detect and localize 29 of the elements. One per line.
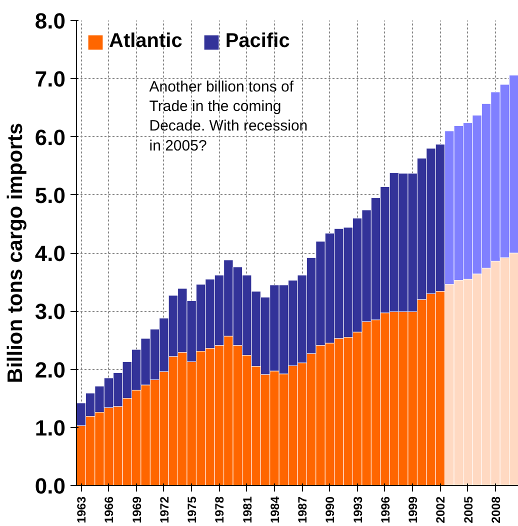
y-tick-label: 7.0 [34, 66, 66, 92]
y-tick-label: 5.0 [34, 182, 66, 208]
x-tick-label: 1984 [268, 496, 282, 524]
y-tick-label: 2.0 [34, 357, 66, 382]
x-tick-label: 1987 [296, 496, 310, 524]
x-tick-label: 1978 [212, 496, 227, 524]
legend-label: Atlantic [109, 30, 182, 53]
x-tick-label: 1975 [185, 496, 200, 524]
x-tick-label: 1999 [406, 496, 420, 524]
x-tick-label: 1969 [130, 496, 144, 524]
y-tick-label: 6.0 [34, 124, 66, 150]
y-tick-label: 8.0 [34, 8, 66, 34]
x-tick-label: 2002 [434, 496, 448, 524]
x-tick-label: 1972 [157, 496, 172, 524]
legend-label: Pacific [225, 30, 290, 53]
x-tick-label: 1963 [74, 496, 89, 524]
y-axis-title: Billion tons cargo imports [4, 122, 27, 384]
y-tick-label: 4.0 [34, 241, 66, 266]
y-tick-label: 1.0 [34, 415, 66, 440]
x-tick-label: 1996 [378, 496, 392, 524]
x-tick-label: 2008 [488, 496, 503, 524]
annotation: Another billion tons of Trade in the coming Decade. With recession in 2005? [149, 78, 308, 154]
x-tick-label: 2005 [461, 496, 476, 524]
y-tick-label: 3.0 [34, 299, 66, 324]
x-tick-label: 1993 [350, 496, 365, 524]
x-tick-label: 1981 [240, 496, 254, 524]
x-tick-label: 1990 [323, 496, 338, 524]
x-tick-label: 1966 [102, 496, 116, 524]
y-tick-label: 0.0 [34, 474, 66, 498]
